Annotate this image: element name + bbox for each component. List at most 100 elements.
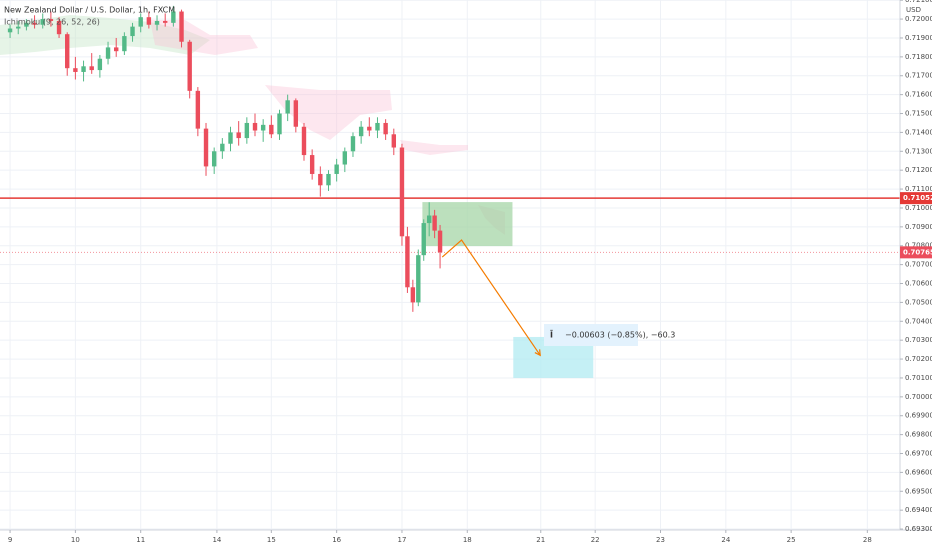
candle-body <box>252 122 258 131</box>
candle-body <box>146 17 152 25</box>
candle-body <box>391 134 397 148</box>
x-tick-label: 14 <box>212 536 221 544</box>
candle-body <box>236 132 241 139</box>
candle-body <box>375 122 380 131</box>
candle-body <box>228 132 233 144</box>
price-tag-label: 0.70765 <box>903 248 932 256</box>
x-tick-label: 9 <box>8 536 12 544</box>
candle-body <box>32 22 37 25</box>
x-tick-label: 25 <box>787 536 796 544</box>
price-tag-label: 0.71052 <box>903 194 932 202</box>
candle-body <box>89 66 94 71</box>
candle-body <box>56 20 62 35</box>
y-tick-label: 0.71100 <box>905 185 932 193</box>
y-tick-label: 0.70600 <box>905 280 932 288</box>
y-tick-label: 0.72100 <box>905 0 932 4</box>
candle-body <box>81 66 86 72</box>
candle-body <box>285 100 290 114</box>
candle-body <box>211 151 217 167</box>
y-tick-label: 0.70100 <box>905 374 932 382</box>
candle-body <box>195 90 201 129</box>
candle-body <box>179 11 184 42</box>
candle-body <box>48 19 54 21</box>
candle-body <box>97 58 103 71</box>
candle-body <box>342 151 348 165</box>
candle-body <box>437 230 443 253</box>
candle-body <box>350 136 356 152</box>
price-tag <box>900 192 932 205</box>
candle-body <box>260 124 266 131</box>
y-tick-label: 0.70000 <box>905 393 932 401</box>
candle-body <box>16 26 21 29</box>
y-tick-label: 0.71700 <box>905 72 932 80</box>
candle-body <box>40 19 45 25</box>
x-tick-label: 18 <box>463 536 472 544</box>
y-tick-label: 0.71200 <box>905 166 932 174</box>
y-tick-label: 0.71500 <box>905 110 932 118</box>
candle-body <box>114 47 119 52</box>
candle-body <box>244 122 250 139</box>
candle-body <box>220 143 225 152</box>
ichimoku-cloud <box>400 140 468 155</box>
x-tick-label: 10 <box>71 536 80 544</box>
measure-icon: Ī <box>550 330 553 340</box>
candle-body <box>318 173 323 186</box>
y-tick-label: 0.71800 <box>905 53 932 61</box>
candle-body <box>405 236 410 288</box>
indicator-label: Ichimoku (9, 26, 52, 26) <box>4 18 100 27</box>
candle-body <box>293 100 299 127</box>
y-tick-label: 0.71300 <box>905 147 932 155</box>
y-tick-label: 0.69400 <box>905 506 932 514</box>
candle-body <box>421 223 426 256</box>
grid <box>0 0 900 530</box>
y-tick-label: 0.70500 <box>905 298 932 306</box>
measure-label-bg <box>544 324 638 346</box>
candle-body <box>399 147 405 237</box>
y-tick-label: 0.69600 <box>905 468 932 476</box>
arrow-head <box>534 349 541 357</box>
candle-body <box>122 36 127 52</box>
y-tick-label: 0.70200 <box>905 355 932 363</box>
candle-body <box>73 68 78 72</box>
candle-body <box>269 124 274 135</box>
y-tick-label: 0.69800 <box>905 431 932 439</box>
candle-body <box>171 11 176 23</box>
candle-body <box>309 155 315 174</box>
y-tick-label: 0.69900 <box>905 412 932 420</box>
plot: Ī −0.00603 (−0.85%), −60.3 <box>0 5 900 378</box>
ichimoku-cloud <box>150 20 258 55</box>
axes: 0.69300 0.69400 0.69500 0.69600 0.69700 0.698… <box>8 0 932 544</box>
candle-body <box>154 20 160 25</box>
candle-body <box>162 20 168 23</box>
candle-body <box>367 126 372 131</box>
candle-body <box>383 122 388 135</box>
currency-label: USD <box>906 6 921 14</box>
x-tick-label: 24 <box>721 536 730 544</box>
x-tick-label: 22 <box>591 536 600 544</box>
x-tick-label: 16 <box>332 536 341 544</box>
x-tick-label: 21 <box>536 536 545 544</box>
x-tick-label: 15 <box>267 536 276 544</box>
x-tick-label: 11 <box>136 536 145 544</box>
y-tick-label: 0.69700 <box>905 450 932 458</box>
candle-body <box>138 17 143 27</box>
y-tick-label: 0.70700 <box>905 261 932 269</box>
y-tick-label: 0.70800 <box>905 242 932 250</box>
candle-body <box>416 255 421 303</box>
y-tick-label: 0.71000 <box>905 204 932 212</box>
measure-label: −0.00603 (−0.85%), −60.3 <box>565 331 675 340</box>
ichimoku-cloud <box>265 85 392 140</box>
candle-body <box>432 215 437 231</box>
candle-body <box>130 26 135 37</box>
annotation-box <box>422 202 513 247</box>
y-tick-label: 0.70400 <box>905 317 932 325</box>
candle-body <box>334 164 339 174</box>
candle-body <box>7 28 13 33</box>
y-tick-label: 0.71600 <box>905 91 932 99</box>
candle-body <box>24 22 29 27</box>
y-tick-label: 0.69300 <box>905 525 932 533</box>
y-tick-label: 0.71900 <box>905 34 932 42</box>
candle-body <box>426 215 432 224</box>
